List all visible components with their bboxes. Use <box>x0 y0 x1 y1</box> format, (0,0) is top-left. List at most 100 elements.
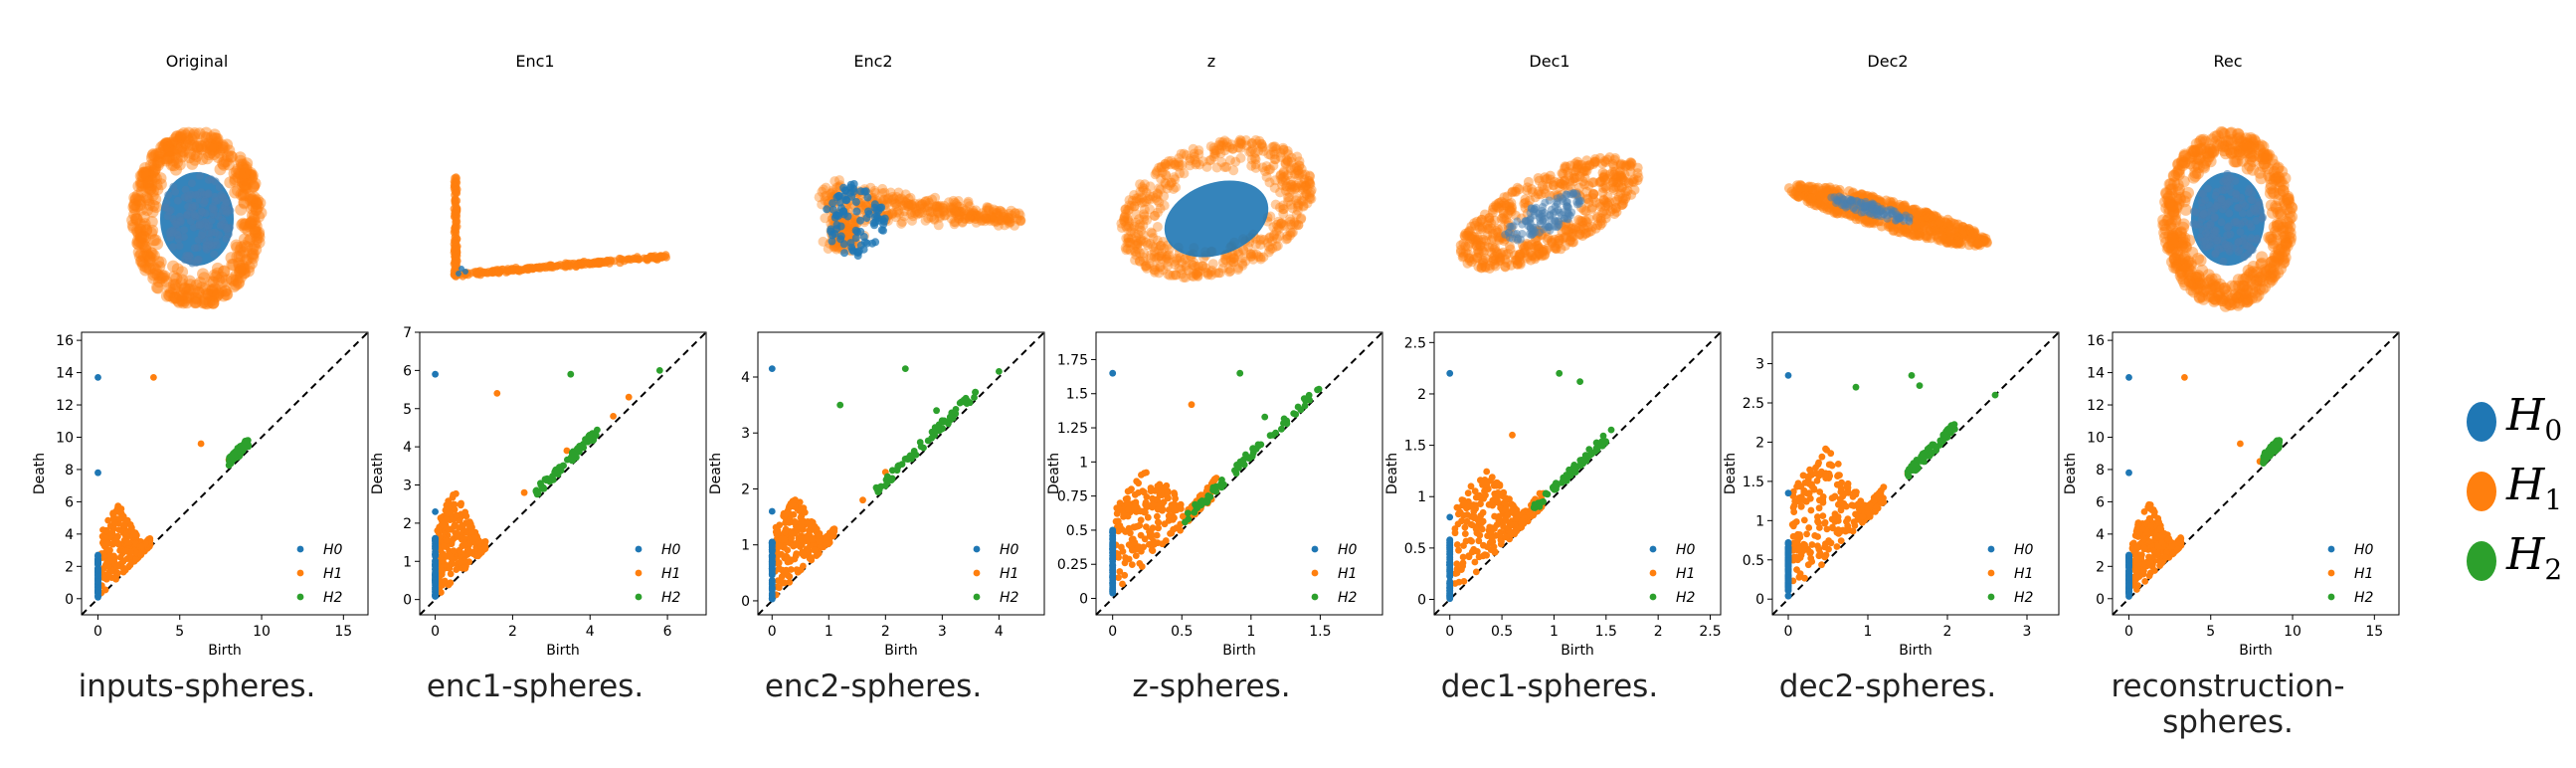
h2-point <box>1254 442 1262 450</box>
persistence-diagram: 0 2 4 6 0 1 2 3 4 5 6 7 Birth Death H0 H1 H2 <box>370 325 707 659</box>
h1-point <box>778 573 786 580</box>
legend-marker <box>635 545 643 553</box>
h0-point <box>768 580 776 587</box>
h1-point <box>803 545 811 553</box>
legend-label: H0 <box>1676 542 1696 558</box>
h2-point <box>1297 406 1305 414</box>
h1-point <box>1804 561 1812 569</box>
h1-point <box>1155 519 1163 526</box>
y-tick-label: 1 <box>1755 513 1764 529</box>
y-tick-label: 1.5 <box>1066 387 1088 403</box>
h1-point <box>1854 516 1861 523</box>
y-tick-label: 3 <box>741 426 750 442</box>
x-tick-label: 4 <box>995 624 1004 640</box>
panel-3: Enc2 0 1 2 3 4 0 1 2 3 4 Birth Death H0 H1 H2 enc2-spher… <box>704 0 1045 768</box>
h2-point <box>1540 497 1547 505</box>
h1-point <box>1159 540 1167 548</box>
h2-point <box>966 399 974 407</box>
y-tick-label: 2 <box>2096 559 2105 575</box>
h1-point <box>460 550 468 557</box>
y-tick-label: 1.75 <box>1057 352 1088 368</box>
h0-point <box>432 544 439 552</box>
h2-point <box>1194 504 1201 511</box>
h1-point <box>1490 543 1498 550</box>
h1-point <box>1502 505 1510 513</box>
panel-5: Dec1 0 0.5 1 1.5 2 2.5 0 0.5 1 1.5 2 2.5 Birth Death H0… <box>1380 0 1722 768</box>
h1-point <box>2134 519 2142 526</box>
h2-point <box>1991 391 1999 399</box>
h1-point <box>113 570 121 577</box>
y-tick-label: 2.5 <box>1743 396 1764 412</box>
panel-title: Enc2 <box>853 52 893 71</box>
legend-label-text: H2 <box>1676 590 1696 606</box>
h1-point <box>1134 522 1142 530</box>
h2-point <box>1942 434 1950 442</box>
h2-point <box>1904 471 1912 479</box>
h0-point <box>1109 369 1117 377</box>
y-tick-label: 0 <box>1755 592 1764 608</box>
y-tick-label: 5 <box>403 402 412 418</box>
h0-point <box>1446 595 1454 603</box>
y-tick-label: 7 <box>403 325 412 341</box>
h2-point <box>946 413 954 421</box>
legend-label-text: H0 <box>2354 542 2374 558</box>
h1-point <box>2135 528 2143 536</box>
h1-point <box>456 516 463 524</box>
h1-point <box>813 525 821 533</box>
h2-point <box>1236 369 1244 377</box>
y-tick-label: 14 <box>2087 366 2105 382</box>
h1-point <box>100 574 107 582</box>
h1-point <box>1805 524 1813 531</box>
h1-point <box>811 546 819 554</box>
h1-point <box>1822 445 1829 453</box>
h1-point <box>1125 505 1132 513</box>
h1-point <box>1113 504 1121 512</box>
h2-point <box>1910 461 1918 469</box>
h0-point <box>1446 572 1454 579</box>
h2-point <box>1206 493 1214 500</box>
h1-point <box>457 500 464 507</box>
panel-title: Dec2 <box>1867 52 1909 71</box>
x-tick-label: 2.5 <box>1699 624 1721 640</box>
h1-point <box>1530 511 1538 519</box>
h1-point <box>2177 534 2185 542</box>
h1-point <box>1491 512 1498 520</box>
h1-point <box>1801 541 1808 549</box>
h2-point <box>836 401 844 409</box>
h2-point <box>225 462 233 470</box>
h1-point <box>1855 500 1862 507</box>
h1-point <box>197 440 205 448</box>
y-axis-label: Death <box>1723 453 1739 494</box>
h1-point <box>1790 539 1797 547</box>
h1-point <box>1825 461 1833 469</box>
h2-point <box>971 394 978 401</box>
panel-4: z 0 0.5 1 1.5 0 0.25 0.5 0.75 1 1.25 1.5 1.75 Birth De… <box>1042 0 1383 768</box>
x-tick-label: 10 <box>2284 624 2301 640</box>
h1-point <box>1799 472 1807 480</box>
h1-point <box>1461 530 1469 537</box>
h1-point <box>1508 500 1515 507</box>
h2-point <box>1592 439 1600 447</box>
h1-point <box>1462 537 1470 545</box>
h1-point <box>448 555 456 563</box>
legend-label: H2 <box>1000 590 1019 606</box>
legend-label: H1 <box>1000 566 1018 582</box>
h0-point <box>1784 577 1792 584</box>
h1-point <box>1829 524 1837 532</box>
h1-point <box>1849 527 1857 535</box>
h2-point <box>1585 446 1593 454</box>
h2-point <box>583 436 591 443</box>
h1-point <box>1490 525 1497 533</box>
h1-point <box>792 496 799 503</box>
h1-point <box>109 540 116 548</box>
h0-point <box>1784 539 1792 546</box>
y-tick-label: 4 <box>403 440 412 456</box>
h1-point <box>787 566 795 573</box>
legend-label-text: H0 <box>661 542 681 558</box>
h1-point <box>1794 530 1801 538</box>
h1-point <box>1470 545 1478 553</box>
h2-point <box>1315 385 1323 393</box>
legend-marker-h0 <box>2467 402 2496 442</box>
h2-point <box>1217 483 1225 491</box>
h0-point <box>432 550 439 558</box>
